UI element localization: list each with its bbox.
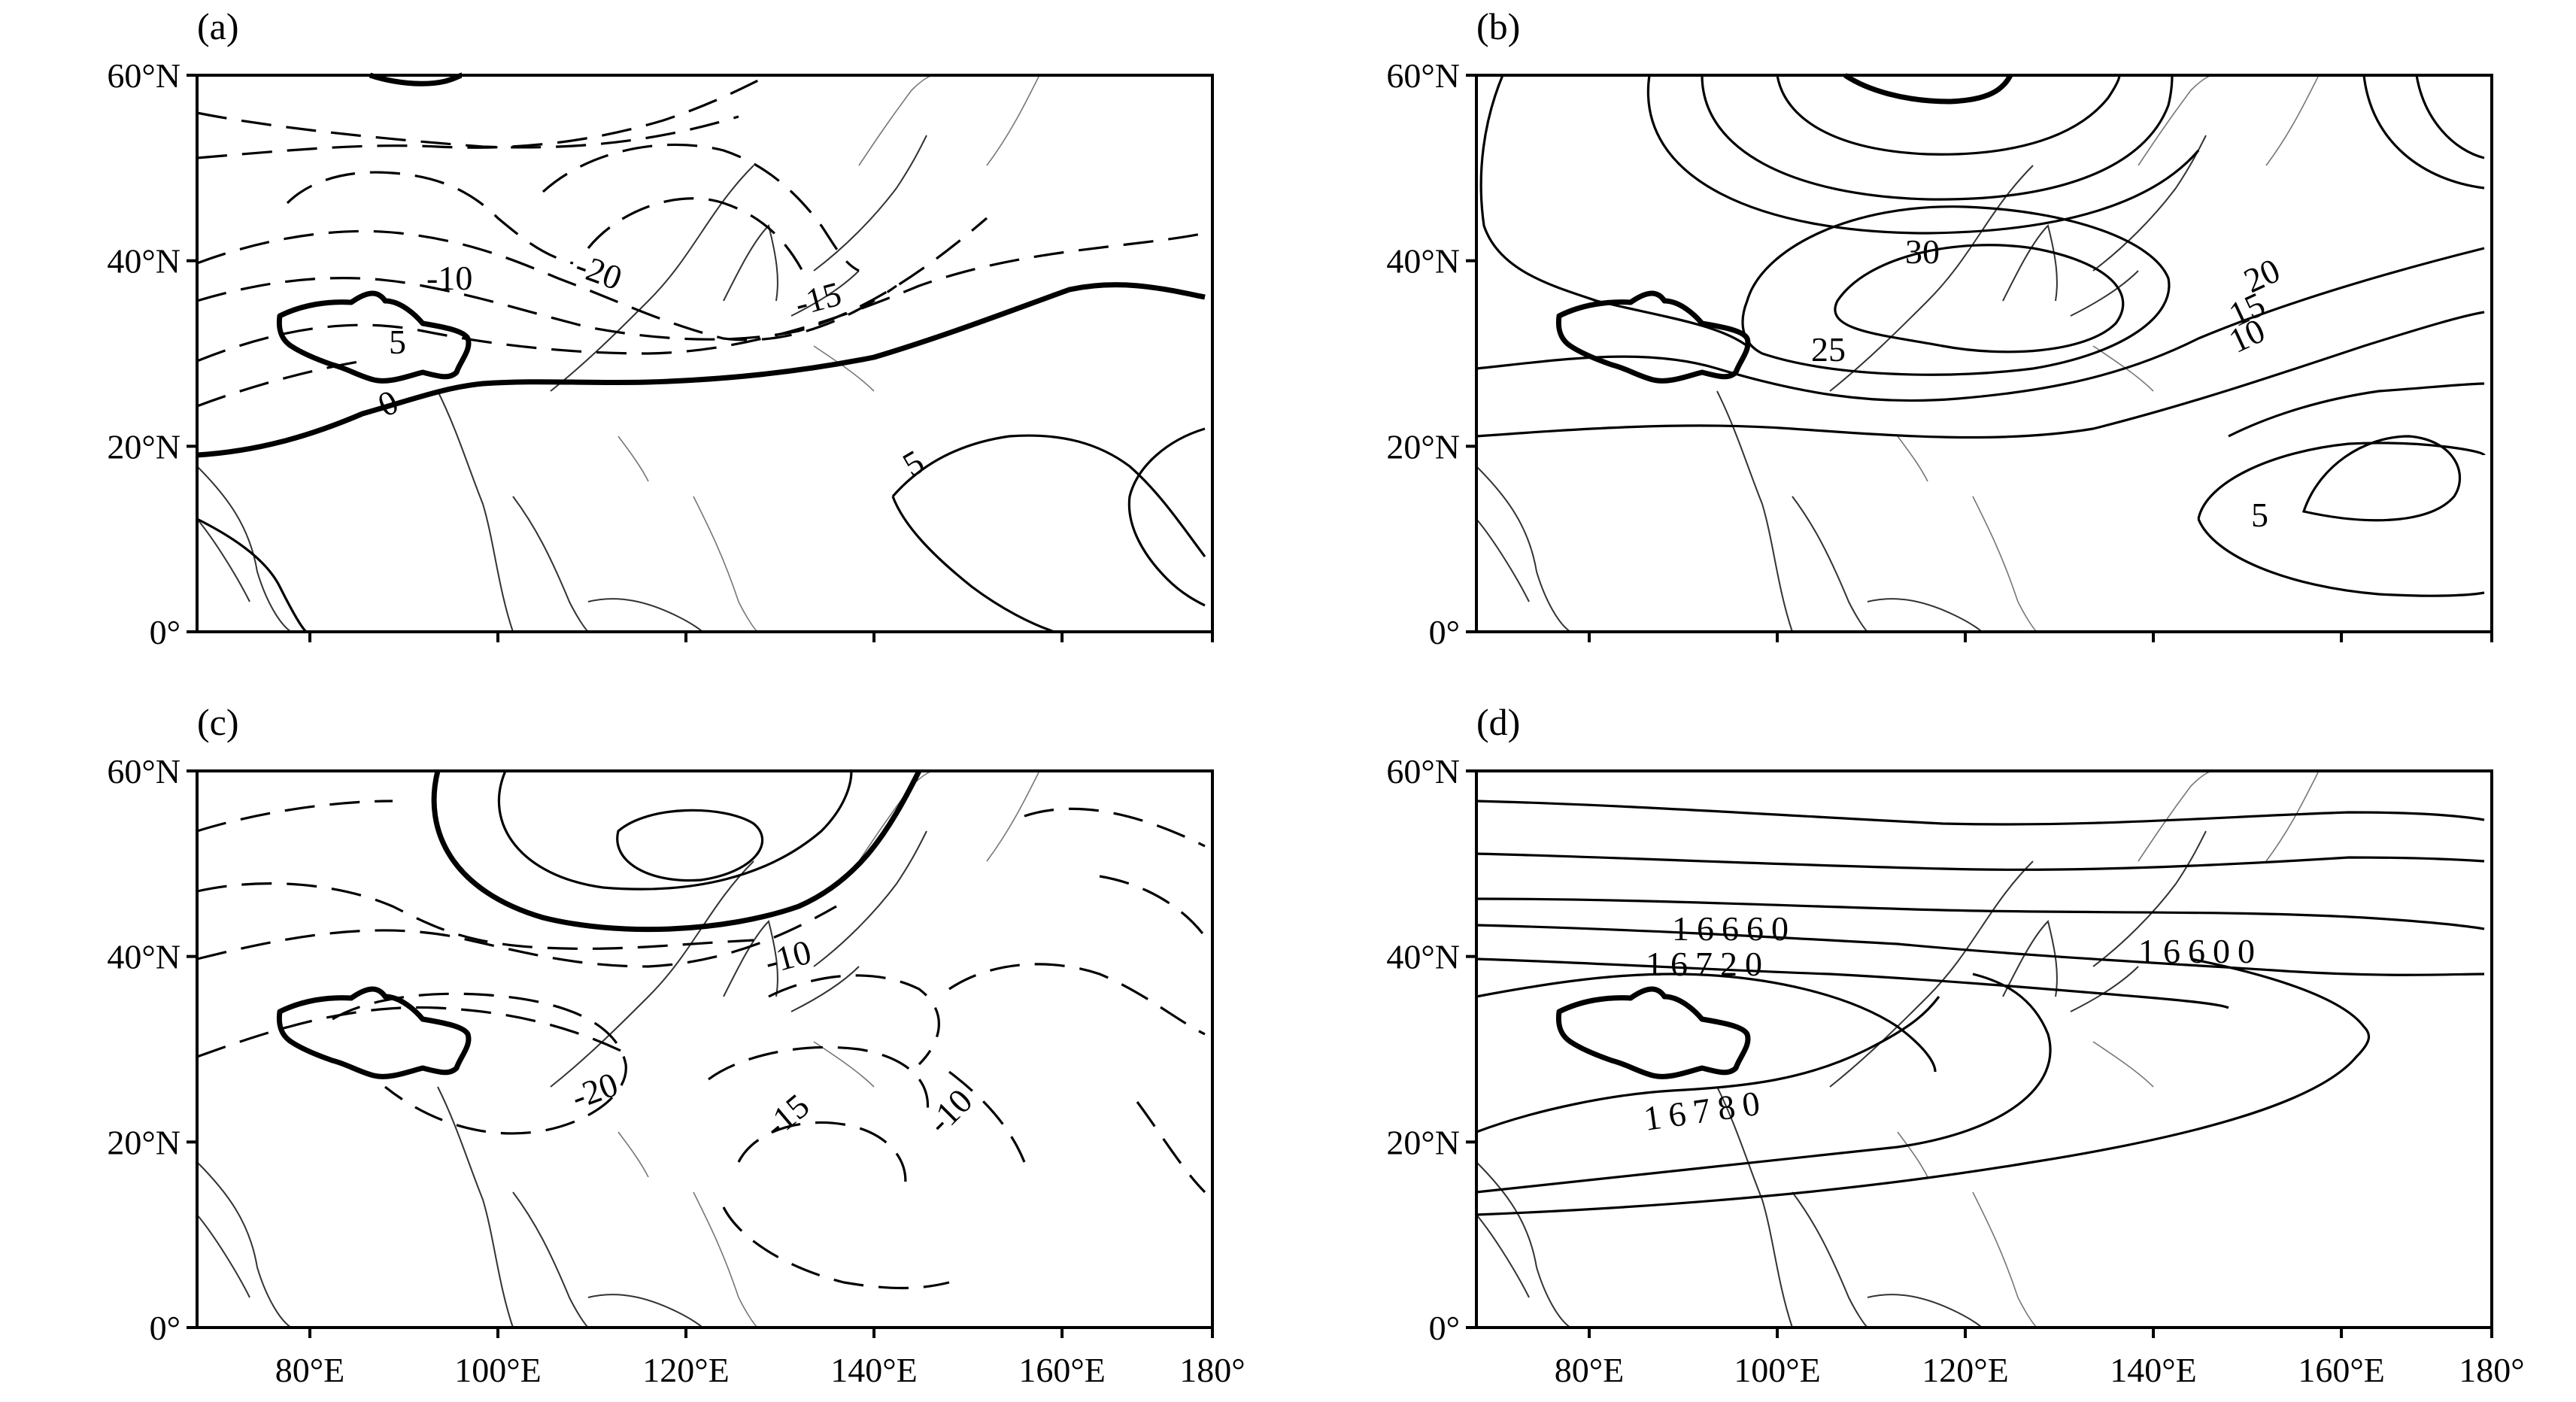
tibetan-plateau-outline-d: [1558, 989, 1748, 1076]
lat-tick-label: 60°N: [1386, 56, 1460, 95]
coastline-map-d: [1476, 770, 2320, 1328]
lon-tick-label: 140°E: [830, 1351, 918, 1389]
contour-label: 16660: [1672, 909, 1796, 948]
contour-label: 5: [2251, 496, 2268, 534]
lon-tick-label: 100°E: [1734, 1351, 1821, 1389]
contours-b: [1476, 73, 2486, 597]
lon-tick-label: 160°E: [1018, 1351, 1106, 1389]
lat-tick-label: 60°N: [1386, 752, 1460, 791]
lat-tick-label: 40°N: [1386, 938, 1460, 976]
lat-tick-label: 0°: [150, 613, 181, 651]
panel-b: (b) 30 25 20 15 10 5: [1475, 5, 2493, 633]
lat-tick-label: 60°N: [107, 752, 181, 791]
axis-ticks: 60°N 40°N 20°N 0° 60°N 40°N 20°N 0° 60°N 40°N 20°N…: [107, 56, 2524, 1389]
contour-label: -10: [760, 933, 815, 982]
map-frame-b: [1475, 74, 2493, 633]
contour-labels-c: -10 -20 -15 -10: [566, 933, 979, 1146]
lat-tick-label: 40°N: [107, 242, 181, 281]
lat-tick-label: 20°N: [107, 1123, 181, 1161]
contour-labels-b: 30 25 20 15 10 5: [1811, 232, 2286, 534]
lon-tick-label: 160°E: [2298, 1351, 2385, 1389]
lon-tick-label: 180°: [2459, 1351, 2524, 1389]
contour-label: -15: [757, 1086, 817, 1145]
lat-tick-label: 0°: [1429, 613, 1460, 651]
panel-a: (a) -10 -20 -15 5 0 5: [196, 5, 1214, 633]
contour-label: 16600: [2138, 932, 2262, 970]
lon-tick-label: 120°E: [642, 1351, 730, 1389]
lat-tick-label: 20°N: [1386, 1123, 1460, 1161]
lon-tick-label: 80°E: [275, 1351, 345, 1389]
contours-a: [196, 72, 1206, 633]
lon-tick-label: 80°E: [1555, 1351, 1625, 1389]
lat-tick-label: 40°N: [1386, 242, 1460, 281]
contour-label: 16720: [1646, 945, 1770, 983]
lat-tick-label: 20°N: [1386, 427, 1460, 466]
contour-label: -20: [571, 245, 627, 297]
panel-c: (c) -10 -20 -15 -10: [196, 701, 1214, 1329]
lon-tick-label: 120°E: [1922, 1351, 2009, 1389]
lat-tick-label: 0°: [1429, 1309, 1460, 1347]
lon-tick-label: 100°E: [454, 1351, 542, 1389]
lat-tick-label: 0°: [150, 1309, 181, 1347]
lat-tick-label: 60°N: [107, 56, 181, 95]
contour-label: 30: [1905, 232, 1940, 271]
tibetan-plateau-outline-c: [279, 989, 469, 1076]
contour-label: 5: [897, 442, 930, 484]
tibetan-plateau-outline-a: [279, 293, 469, 381]
contour-label: -10: [426, 259, 472, 297]
tibetan-plateau-outline-b: [1558, 293, 1748, 381]
map-frame-a: [196, 74, 1214, 633]
map-frame-d: [1475, 769, 2493, 1329]
contour-label: 25: [1811, 330, 1846, 369]
contours-d: [1476, 800, 2485, 1216]
panel-a-letter: (a): [197, 5, 239, 47]
lat-tick-label: 20°N: [107, 427, 181, 466]
lon-tick-label: 140°E: [2110, 1351, 2197, 1389]
panel-d-letter: (d): [1476, 701, 1520, 743]
lon-tick-label: 180°: [1179, 1351, 1245, 1389]
panel-c-letter: (c): [197, 701, 239, 743]
panel-d: (d) 16660 16720 16600 16780: [1475, 701, 2493, 1329]
contour-label: -20: [566, 1064, 623, 1116]
contour-label: 5: [389, 323, 406, 361]
panel-b-letter: (b): [1476, 5, 1520, 47]
lat-tick-label: 40°N: [107, 938, 181, 976]
contours-c: [196, 769, 1206, 1290]
map-frame-c: [196, 769, 1214, 1329]
